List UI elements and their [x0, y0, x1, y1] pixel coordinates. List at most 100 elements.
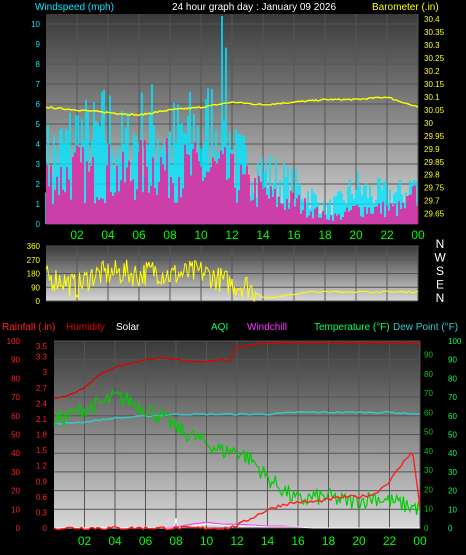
weather-x-tick: 00: [413, 534, 427, 548]
baro-y-tick: 30.4: [424, 15, 440, 24]
aqi-y-tick: 20: [448, 487, 457, 496]
rain-y-tick: 0.9: [36, 477, 48, 486]
rain-y-tick: 2.4: [36, 399, 48, 408]
barometer-line: [45, 96, 419, 117]
dir-y-tick: 180: [27, 270, 41, 279]
weather-x-tick: 22: [383, 534, 397, 548]
baro-y-tick: 30.2: [424, 67, 440, 76]
weather-x-tick: 14: [261, 534, 275, 548]
wind-y-tick: 4: [36, 140, 41, 149]
dewpoint-line: [53, 410, 421, 425]
baro-y-tick: 30.15: [424, 80, 445, 89]
legend-aqi: AQI: [211, 322, 228, 333]
compass-letter: S: [436, 264, 444, 278]
weather-lines: [53, 341, 421, 531]
wind-x-tick: 04: [101, 228, 115, 242]
wind-x-tick: 14: [256, 228, 270, 242]
aqi-y-tick: 70: [448, 393, 457, 402]
temp-y-tick: 70: [424, 389, 433, 398]
temp-y-tick: 80: [424, 370, 433, 379]
aqi-y-tick: 60: [448, 412, 457, 421]
wind-x-tick: 22: [380, 228, 394, 242]
dir-lines: [45, 259, 419, 303]
legend-humidity: Humidity: [66, 322, 105, 333]
date-title: 24 hour graph day : January 09 2026: [172, 2, 336, 13]
dir-y-tick: 270: [27, 256, 41, 265]
weather-x-tick: 12: [230, 534, 244, 548]
wind-y-tick: 9: [36, 40, 41, 49]
legend-rainfall: Rainfall (.in): [2, 322, 55, 333]
legend-solar: Solar: [116, 322, 140, 333]
dir-y-tick: 0: [36, 297, 41, 306]
pct-y-tick: 10: [11, 505, 20, 514]
baro-title: Barometer (.in): [372, 2, 439, 13]
wind-x-tick: 02: [70, 228, 84, 242]
aqi-y-tick: 100: [448, 337, 462, 346]
wind-x-tick: 18: [318, 228, 332, 242]
rain-y-tick: 2.1: [36, 415, 48, 424]
wind-y-tick: 7: [36, 80, 41, 89]
dir-y-axis: 0 90 180 270 360: [27, 242, 41, 306]
weather-x-tick: 10: [200, 534, 214, 548]
weather-x-tick: 06: [139, 534, 153, 548]
pct-y-tick: 50: [11, 431, 20, 440]
temp-y-tick: 10: [424, 505, 433, 514]
baro-y-tick: 29.85: [424, 158, 445, 167]
weather-x-tick: 20: [352, 534, 366, 548]
temp-y-axis: 0 10 20 30 40 50 60 70 80 90: [424, 350, 433, 533]
dir-y-tick: 90: [31, 283, 40, 292]
wind-y-tick: 1: [36, 200, 41, 209]
wind-x-tick: 06: [132, 228, 146, 242]
pct-y-tick: 30: [11, 468, 20, 477]
rain-y-tick: 1.5: [36, 446, 48, 455]
baro-y-tick: 29.7: [424, 197, 440, 206]
rain-y-tick: 3.3: [36, 353, 48, 362]
aqi-y-tick: 30: [448, 468, 457, 477]
rain-y-tick: 2.7: [36, 384, 48, 393]
baro-y-axis: 29.65 29.7 29.75 29.8 29.85 29.9 29.95 30 30.05 3…: [424, 15, 445, 218]
temp-y-tick: 60: [424, 408, 433, 417]
wind-bars: [45, 15, 418, 224]
weather-x-tick: 08: [169, 534, 183, 548]
pct-y-tick: 90: [11, 356, 20, 365]
rain-y-axis: 0 0.3 0.6 0.9 1.2 1.5 1.8 2.1 2.4 2.7 3 3.3 3.5: [36, 342, 48, 533]
wind-x-tick: 10: [194, 228, 208, 242]
wind-lines: [45, 96, 419, 117]
baro-y-tick: 29.9: [424, 145, 440, 154]
pct-y-tick: 0: [16, 524, 21, 533]
dir-y-tick: 360: [27, 242, 41, 251]
temp-y-tick: 30: [424, 466, 433, 475]
weather-x-tick: 16: [291, 534, 305, 548]
dir-grid: [46, 245, 419, 302]
rain-y-tick: 1.8: [36, 431, 48, 440]
rain-y-tick: 1.2: [36, 462, 48, 471]
wind-y-axis: 0 1 2 3 4 5 6 7 8 9 10: [31, 20, 40, 229]
wind-y-tick: 5: [36, 120, 41, 129]
temp-y-tick: 0: [424, 524, 429, 533]
baro-y-tick: 29.75: [424, 184, 445, 193]
wind-y-tick: 10: [31, 20, 40, 29]
wind-y-tick: 8: [36, 60, 41, 69]
baro-y-tick: 30: [424, 119, 433, 128]
pct-y-tick: 20: [11, 487, 20, 496]
humidity-line: [53, 341, 421, 400]
wind-x-tick: 16: [287, 228, 301, 242]
direction-line: [45, 259, 419, 303]
wind-x-tick: 12: [225, 228, 239, 242]
wind-y-tick: 6: [36, 100, 41, 109]
rain-y-tick: 0.3: [36, 508, 48, 517]
temperature-line: [53, 388, 421, 515]
compass-letter: N: [436, 291, 445, 305]
rain-y-tick: 3.5: [36, 342, 48, 351]
temp-y-tick: 50: [424, 428, 433, 437]
wind-y-tick: 0: [36, 220, 41, 229]
baro-y-tick: 30.25: [424, 54, 445, 63]
rain-y-tick: 0: [43, 524, 48, 533]
baro-y-tick: 30.1: [424, 93, 440, 102]
percent-y-axis: 0 10 20 30 40 50 60 70 80 90 100: [7, 337, 21, 533]
temp-y-tick: 40: [424, 447, 433, 456]
compass-letter: W: [434, 251, 446, 265]
baro-y-tick: 30.05: [424, 106, 445, 115]
baro-y-tick: 30.3: [424, 41, 440, 50]
compass-letter: E: [436, 278, 444, 292]
